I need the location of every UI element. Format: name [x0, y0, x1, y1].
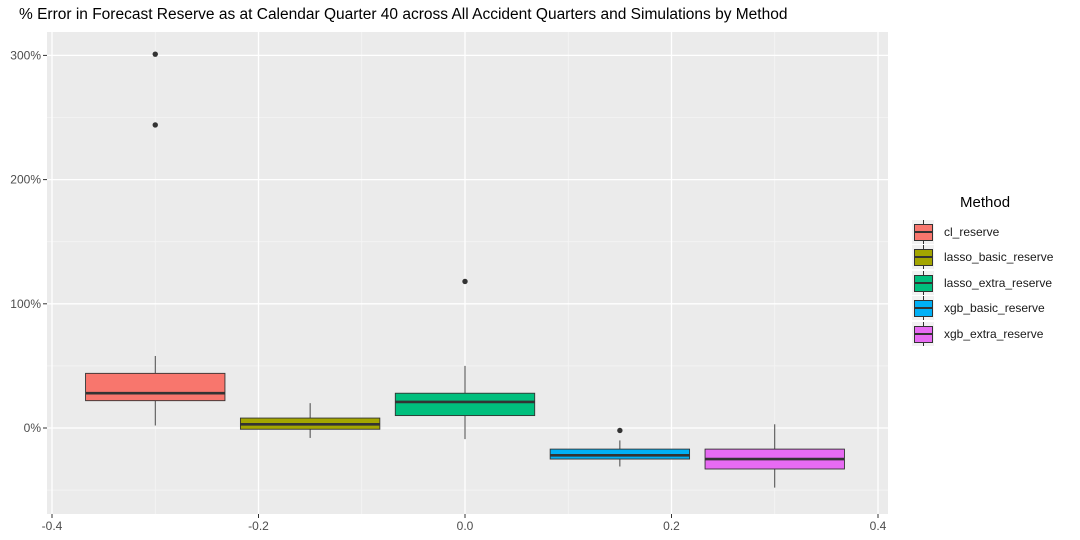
legend-item: xgb_basic_reserve	[912, 296, 1053, 322]
x-tick-label: 0.2	[663, 519, 680, 533]
boxplot-series	[85, 51, 845, 488]
legend-item: lasso_extra_reserve	[912, 270, 1053, 296]
legend-item: xgb_extra_reserve	[912, 321, 1053, 347]
chart-title: % Error in Forecast Reserve as at Calend…	[19, 6, 788, 23]
legend-item: cl_reserve	[912, 219, 1053, 245]
box	[394, 392, 536, 417]
legend-title: Method	[960, 194, 1011, 211]
legend-key	[912, 270, 934, 295]
boxplot-lasso_basic_reserve	[239, 403, 381, 438]
x-tick-label: 0.4	[870, 519, 887, 533]
legend-key	[912, 321, 934, 346]
y-tick-label: 0%	[24, 421, 42, 435]
outlier-point	[617, 427, 623, 434]
legend-label: xgb_extra_reserve	[944, 326, 1044, 341]
x-tick-label: -0.4	[42, 519, 63, 533]
x-tick-label: 0.0	[457, 519, 474, 533]
x-axis: -0.4 -0.2 0.0 0.2 0.4	[42, 514, 887, 533]
boxplot-xgb_basic_reserve	[549, 427, 691, 467]
y-tick-label: 100%	[10, 297, 41, 311]
outlier-point	[152, 122, 158, 128]
legend-key	[912, 296, 934, 321]
boxplot-lasso_extra_reserve	[394, 278, 536, 440]
boxplot-cl_reserve	[85, 51, 226, 426]
outlier-point	[152, 51, 158, 57]
legend-label: lasso_extra_reserve	[944, 275, 1053, 290]
legend-key	[912, 245, 934, 270]
y-tick-label: 300%	[10, 48, 41, 62]
major-gridlines	[47, 32, 888, 514]
legend-key	[912, 219, 934, 244]
legend-item: lasso_basic_reserve	[912, 245, 1053, 271]
outlier-point	[462, 278, 468, 285]
box	[85, 372, 226, 402]
legend-label: cl_reserve	[944, 224, 1000, 239]
x-tick-label: -0.2	[248, 519, 269, 533]
legend-label: lasso_basic_reserve	[944, 250, 1054, 265]
y-tick-label: 200%	[10, 173, 41, 187]
y-axis: 0% 100% 200% 300%	[10, 48, 47, 435]
boxplot-xgb_extra_reserve	[704, 424, 845, 488]
legend-items: cl_reserve lasso_basic_reserve lasso_extra…	[912, 219, 1053, 347]
panel-background	[47, 32, 888, 514]
legend-label: xgb_basic_reserve	[944, 301, 1045, 316]
